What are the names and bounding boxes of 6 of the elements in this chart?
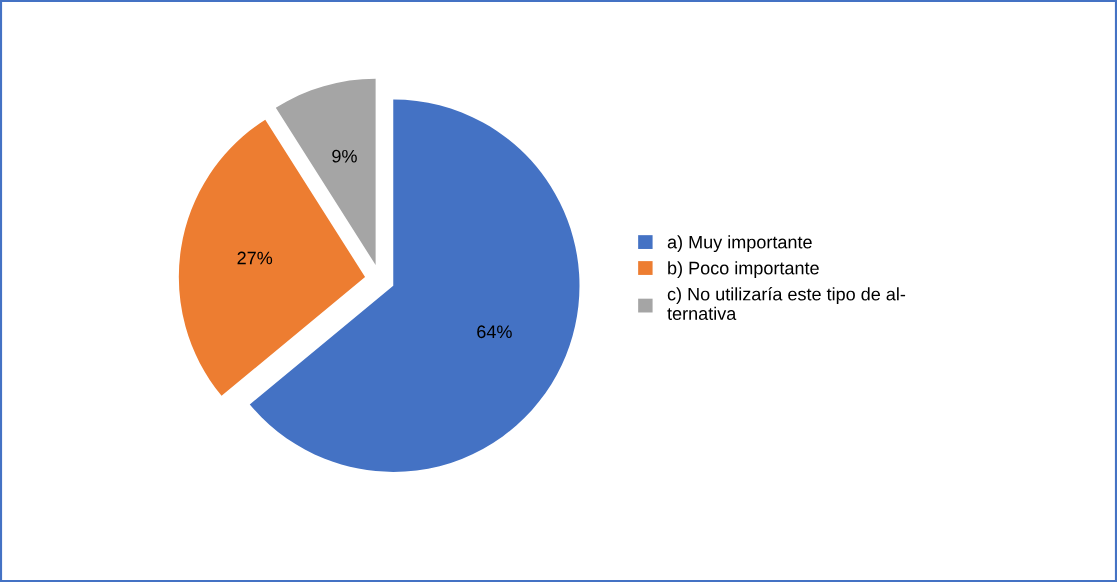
legend-label: b) Poco importante — [668, 261, 819, 279]
data-label: 9% — [332, 149, 357, 163]
data-label: 27% — [237, 251, 273, 265]
legend-label: a) Muy importante — [667, 235, 812, 253]
data-label: 64% — [477, 325, 512, 339]
legend-label: c) No utilizaría este tipo de al- ternativa — [667, 287, 906, 320]
